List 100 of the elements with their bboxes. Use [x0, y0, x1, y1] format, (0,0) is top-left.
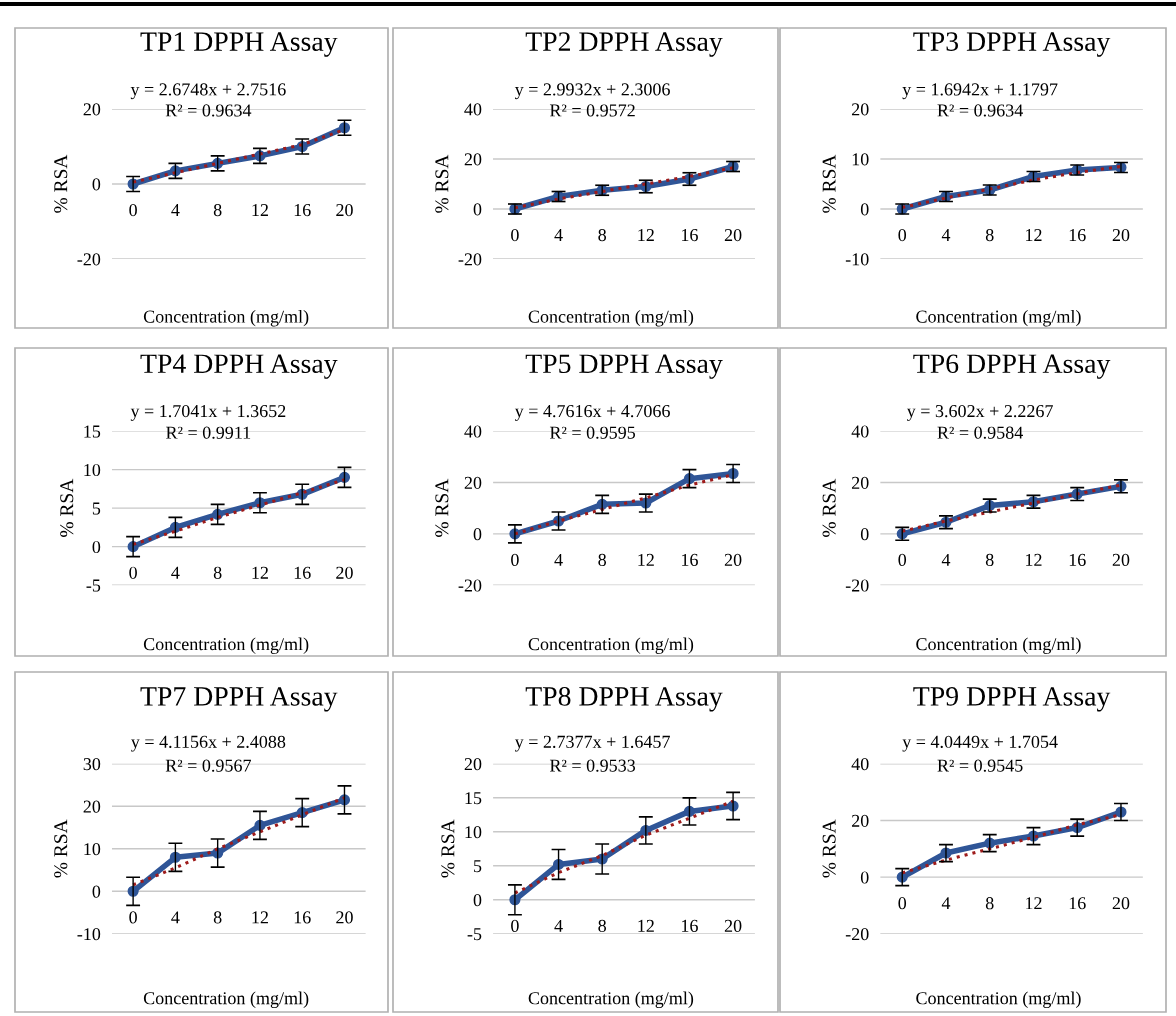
- x-axis-title: Concentration (mg/ml): [528, 637, 694, 654]
- y-tick-label: -5: [467, 928, 482, 941]
- x-tick-label: 8: [598, 553, 607, 566]
- annotation: R² = 0.9572: [549, 104, 635, 117]
- y-tick-label: 20: [851, 476, 869, 489]
- x-tick-label: 20: [724, 553, 742, 566]
- y-tick-label: 0: [92, 885, 101, 898]
- x-tick-label: 4: [554, 553, 563, 566]
- y-tick-label: 20: [851, 814, 869, 827]
- x-tick-label: 12: [638, 229, 654, 241]
- y-tick-label: -10: [845, 253, 869, 266]
- annotation: R² = 0.9584: [937, 426, 1023, 439]
- annotation: R² = 0.9634: [165, 104, 252, 117]
- text: y = 2.6748x + 2.7516: [130, 83, 286, 100]
- x-tick-label: 4: [554, 229, 563, 241]
- y-tick-label: 5: [92, 502, 101, 515]
- y-tick-label: 10: [852, 153, 869, 166]
- x-tick-label: 20: [1112, 553, 1130, 566]
- y-tick-label: 40: [851, 758, 869, 771]
- y-tick-label: 10: [84, 463, 101, 477]
- y-tick-label: -20: [845, 579, 869, 592]
- y-tick-label: 20: [83, 103, 101, 116]
- x-tick-label: 12: [1026, 229, 1042, 241]
- x-tick-label: 8: [213, 566, 222, 579]
- x-tick-label: 0: [511, 553, 519, 566]
- chart-title: TP9 DPPH Assay: [913, 687, 1111, 712]
- text: y = 4.7616x + 4.7066: [514, 404, 670, 421]
- text: y = 4.1156x + 2.4088: [131, 735, 286, 752]
- y-tick-label: 20: [83, 800, 101, 813]
- x-tick-label: 4: [941, 553, 951, 566]
- y-axis-title: % RSA: [441, 819, 455, 878]
- chart-title: TP5 DPPH Assay: [525, 354, 723, 379]
- y-axis-title: % RSA: [60, 478, 74, 537]
- text: y = 4.0449x + 1.7054: [902, 735, 1058, 752]
- text: y = 1.7041x + 1.3652: [130, 404, 286, 421]
- x-tick-label: 12: [638, 553, 654, 566]
- y-tick-label: 40: [464, 103, 482, 116]
- y-axis-title: % RSA: [435, 478, 449, 537]
- x-tick-label: 8: [598, 919, 607, 932]
- x-axis-title: Concentration (mg/ml): [143, 310, 309, 327]
- x-tick-label: 4: [171, 204, 180, 216]
- y-axis-title: % RSA: [822, 819, 836, 878]
- x-tick-label: 8: [985, 553, 994, 566]
- x-tick-label: 20: [724, 228, 742, 242]
- y-tick-label: -20: [845, 928, 869, 941]
- y-axis-title: % RSA: [54, 154, 68, 213]
- y-tick-label: -20: [458, 579, 482, 592]
- x-tick-label: 8: [213, 911, 222, 924]
- chart-title: TP1 DPPH Assay: [140, 32, 338, 57]
- x-tick-label: 16: [682, 919, 698, 932]
- x-axis-title: Concentration (mg/ml): [528, 310, 694, 327]
- x-tick-label: 16: [1069, 229, 1086, 242]
- x-tick-label: 4: [941, 229, 951, 241]
- y-tick-label: 0: [92, 540, 101, 554]
- y-tick-label: 0: [860, 528, 869, 541]
- y-axis-title: % RSA: [822, 154, 836, 213]
- y-tick-label: 20: [464, 153, 482, 166]
- x-tick-label: 16: [294, 204, 311, 217]
- text: y = 1.6942x + 1.1797: [902, 83, 1058, 100]
- x-tick-label: 16: [294, 566, 311, 579]
- annotation: R² = 0.9545: [937, 759, 1023, 772]
- x-tick-label: 0: [898, 553, 907, 566]
- x-tick-label: 20: [336, 911, 353, 924]
- y-tick-label: 20: [464, 758, 482, 771]
- y-tick-label: 10: [84, 843, 101, 856]
- y-tick-label: -10: [77, 928, 101, 941]
- x-tick-label: 20: [1112, 228, 1130, 242]
- x-tick-label: 12: [252, 911, 268, 924]
- x-tick-label: 16: [1069, 553, 1086, 566]
- x-tick-label: 20: [336, 203, 353, 217]
- x-tick-label: 16: [1069, 897, 1086, 910]
- x-tick-label: 12: [252, 204, 268, 216]
- x-tick-label: 12: [1026, 553, 1042, 566]
- y-tick-label: 40: [851, 425, 869, 438]
- x-tick-label: 4: [171, 566, 180, 579]
- x-tick-label: 0: [898, 897, 907, 910]
- y-tick-label: 30: [83, 758, 101, 771]
- chart-title: TP6 DPPH Assay: [913, 354, 1111, 379]
- x-tick-label: 0: [511, 228, 519, 242]
- y-tick-label: 15: [465, 792, 482, 805]
- y-tick-label: 5: [474, 860, 482, 873]
- chart-title: TP3 DPPH Assay: [913, 32, 1111, 57]
- annotation: R² = 0.9595: [549, 426, 636, 439]
- x-tick-label: 16: [682, 553, 698, 566]
- chart-title: TP4 DPPH Assay: [140, 354, 338, 379]
- x-tick-label: 20: [1112, 897, 1130, 910]
- y-tick-label: 40: [464, 425, 482, 438]
- chart-title: TP7 DPPH Assay: [140, 687, 338, 712]
- x-tick-label: 8: [598, 228, 607, 242]
- y-tick-label: -20: [77, 253, 101, 266]
- x-tick-label: 12: [252, 566, 268, 579]
- x-tick-label: 8: [213, 203, 222, 217]
- text: y = 2.9932x + 2.3006: [514, 83, 670, 100]
- x-tick-label: 0: [898, 228, 907, 242]
- x-tick-label: 0: [511, 919, 519, 932]
- y-tick-label: 0: [92, 178, 101, 191]
- y-tick-label: 10: [465, 826, 482, 839]
- y-axis-title: % RSA: [435, 154, 449, 213]
- x-tick-label: 20: [724, 919, 742, 932]
- y-tick-label: -20: [458, 253, 482, 266]
